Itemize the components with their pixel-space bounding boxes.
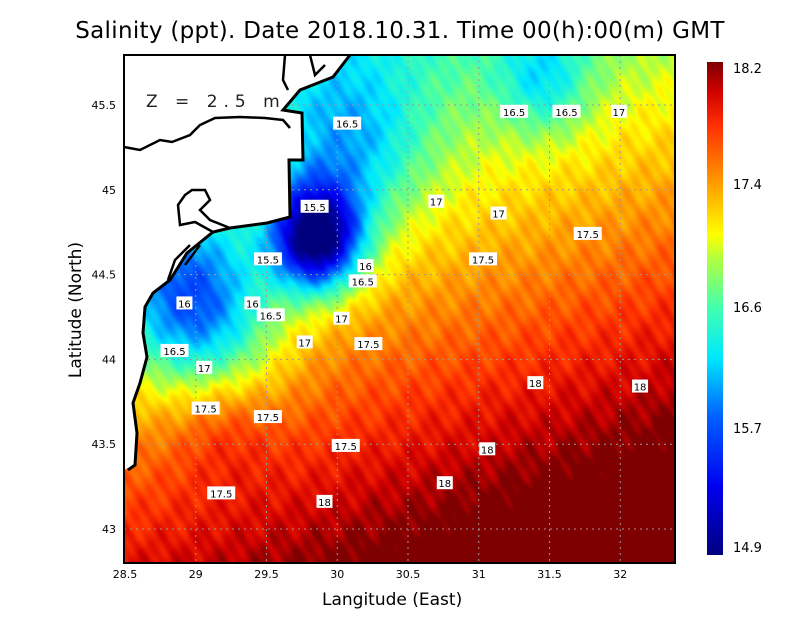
contour-label-box bbox=[207, 486, 236, 500]
contour-label-box bbox=[316, 494, 333, 508]
contour-label-box bbox=[296, 335, 313, 349]
contour-label: 18 bbox=[438, 479, 451, 490]
contour-label: 17.5 bbox=[577, 230, 599, 241]
delta-outline bbox=[166, 188, 231, 281]
colorbar-tick: 17.4 bbox=[733, 178, 762, 193]
x-tick-label: 29.5 bbox=[254, 568, 279, 581]
river-outline bbox=[281, 54, 326, 91]
plot-frame bbox=[123, 54, 676, 564]
contour-label-box bbox=[428, 194, 445, 208]
contour-label-box bbox=[256, 308, 285, 322]
contour-label-box bbox=[253, 252, 282, 266]
contour-label-box bbox=[436, 476, 453, 490]
contour-label-box bbox=[244, 296, 261, 310]
coastline bbox=[127, 54, 352, 472]
contour-label: 18 bbox=[634, 383, 647, 394]
contour-label: 17.5 bbox=[472, 255, 494, 266]
contour-label: 16.5 bbox=[336, 120, 358, 131]
contour-label-box bbox=[573, 226, 602, 240]
contour-label: 16 bbox=[178, 299, 191, 310]
lagoon-outline bbox=[123, 115, 291, 152]
contour-label-box bbox=[490, 206, 507, 220]
contour-label-box bbox=[479, 442, 496, 456]
colorbar-tick: 18.2 bbox=[733, 62, 762, 77]
contour-label-box bbox=[552, 104, 581, 118]
contour-label: 16.5 bbox=[260, 311, 282, 322]
contour-label: 17.5 bbox=[335, 442, 357, 453]
x-axis-label: Langitude (East) bbox=[322, 590, 463, 610]
contour-label-box bbox=[331, 438, 360, 452]
x-tick-label: 32 bbox=[613, 568, 627, 581]
depth-label: Z = 2.5 m bbox=[146, 92, 286, 112]
contour-label: 17.5 bbox=[257, 413, 279, 424]
contour-label: 17.5 bbox=[357, 340, 379, 351]
y-tick-label: 43.5 bbox=[92, 438, 117, 451]
contour-label-box bbox=[191, 401, 220, 415]
colorbar bbox=[707, 62, 723, 555]
contour-label: 17 bbox=[430, 198, 443, 209]
contour-label-box bbox=[176, 296, 193, 310]
y-tick-label: 44 bbox=[102, 353, 116, 366]
contour-label: 17.5 bbox=[210, 489, 232, 500]
contour-label-box bbox=[610, 104, 627, 118]
contour-label-box bbox=[300, 199, 329, 213]
colorbar-tick: 16.6 bbox=[733, 301, 762, 316]
y-tick-label: 43 bbox=[102, 523, 116, 536]
contour-label: 18 bbox=[529, 379, 542, 390]
colorbar-tick: 15.7 bbox=[733, 422, 762, 437]
contour-label-box bbox=[253, 410, 282, 424]
contour-label: 15.5 bbox=[257, 255, 279, 266]
contour-label-box bbox=[333, 311, 350, 325]
contour-label-box bbox=[357, 259, 374, 273]
contour-label-box bbox=[500, 104, 529, 118]
contour-label-box bbox=[632, 379, 649, 393]
contour-label: 16.5 bbox=[555, 108, 577, 119]
contour-label: 17 bbox=[612, 108, 625, 119]
contour-label: 16.5 bbox=[503, 108, 525, 119]
colorbar-tick: 14.9 bbox=[733, 541, 762, 556]
axis-ticks: 28.5 29 29.5 30 30.5 31 31.5 32 43 43.5 44 44.5 45 45… bbox=[92, 99, 628, 581]
contour-label: 15.5 bbox=[303, 203, 325, 214]
contour-label: 17 bbox=[298, 338, 311, 349]
x-tick-label: 28.5 bbox=[113, 568, 138, 581]
contour-label: 17.5 bbox=[195, 405, 217, 416]
contour-label-box bbox=[527, 376, 544, 390]
contour-label: 18 bbox=[481, 445, 494, 456]
contour-label-box bbox=[333, 116, 362, 130]
contour-label: 16.5 bbox=[352, 277, 374, 288]
y-tick-label: 45.5 bbox=[92, 99, 117, 112]
chart-title: Salinity (ppt). Date 2018.10.31. Time 00… bbox=[75, 18, 725, 44]
x-tick-label: 29 bbox=[189, 568, 203, 581]
contour-label: 17 bbox=[492, 210, 505, 221]
contour-label: 17 bbox=[198, 364, 211, 375]
contour-label: 16 bbox=[246, 299, 259, 310]
x-tick-label: 30.5 bbox=[396, 568, 421, 581]
contour-label-box bbox=[354, 337, 383, 351]
contour-label-box bbox=[196, 360, 213, 374]
contour-label-box bbox=[468, 252, 497, 266]
y-axis-label: Latitude (North) bbox=[66, 241, 86, 379]
x-tick-label: 30 bbox=[330, 568, 344, 581]
x-tick-label: 31 bbox=[472, 568, 486, 581]
contour-label: 16 bbox=[359, 262, 372, 273]
contour-label: 16.5 bbox=[163, 347, 185, 358]
contour-label: 17 bbox=[335, 315, 348, 326]
x-tick-label: 31.5 bbox=[537, 568, 562, 581]
contour-label-box bbox=[348, 274, 377, 288]
y-tick-label: 44.5 bbox=[92, 269, 117, 282]
contour-label-box bbox=[160, 343, 189, 357]
y-tick-label: 45 bbox=[102, 184, 116, 197]
contour-label: 18 bbox=[318, 498, 331, 509]
